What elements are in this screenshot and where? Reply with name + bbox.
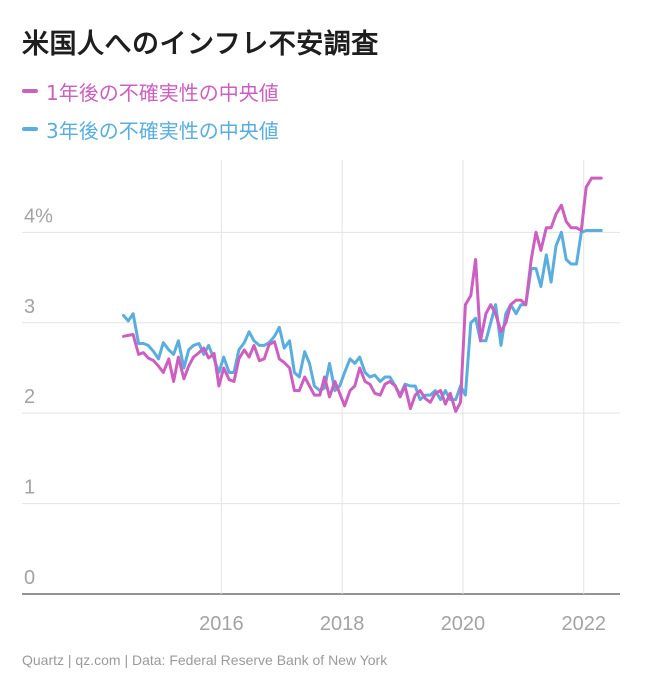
y-tick-label-0: 0 (24, 567, 35, 589)
legend-label-3y: 3年後の不確実性の中央値 (46, 118, 279, 143)
axis-labels: 0 1 2 3 4% 2016 2018 2020 2022 (24, 205, 606, 635)
y-tick-label-4: 4% (24, 205, 53, 227)
y-tick-label-2: 2 (24, 386, 35, 408)
series-line-1y (122, 176, 603, 413)
series-line-3y (122, 229, 603, 402)
y-tick-label-3: 3 (24, 296, 35, 318)
x-tick-label-2: 2020 (441, 613, 486, 635)
legend: 1年後の不確実性の中央値 3年後の不確実性の中央値 (22, 72, 279, 148)
legend-item-3y: 3年後の不確実性の中央値 (22, 110, 279, 148)
y-tick-label-1: 1 (24, 477, 35, 499)
chart-title: 米国人へのインフレ不安調査 (22, 29, 379, 60)
legend-label-1y: 1年後の不確実性の中央値 (46, 80, 279, 105)
legend-swatch-1y (22, 89, 38, 93)
legend-item-1y: 1年後の不確実性の中央値 (22, 72, 279, 110)
series-lines (122, 176, 603, 413)
source-footer: Quartz | qz.com | Data: Federal Reserve … (22, 652, 388, 668)
legend-swatch-3y (22, 127, 38, 131)
x-tick-label-0: 2016 (199, 613, 244, 635)
x-tick-label-3: 2022 (562, 613, 607, 635)
x-tick-label-1: 2018 (320, 613, 365, 635)
grid (22, 160, 620, 595)
